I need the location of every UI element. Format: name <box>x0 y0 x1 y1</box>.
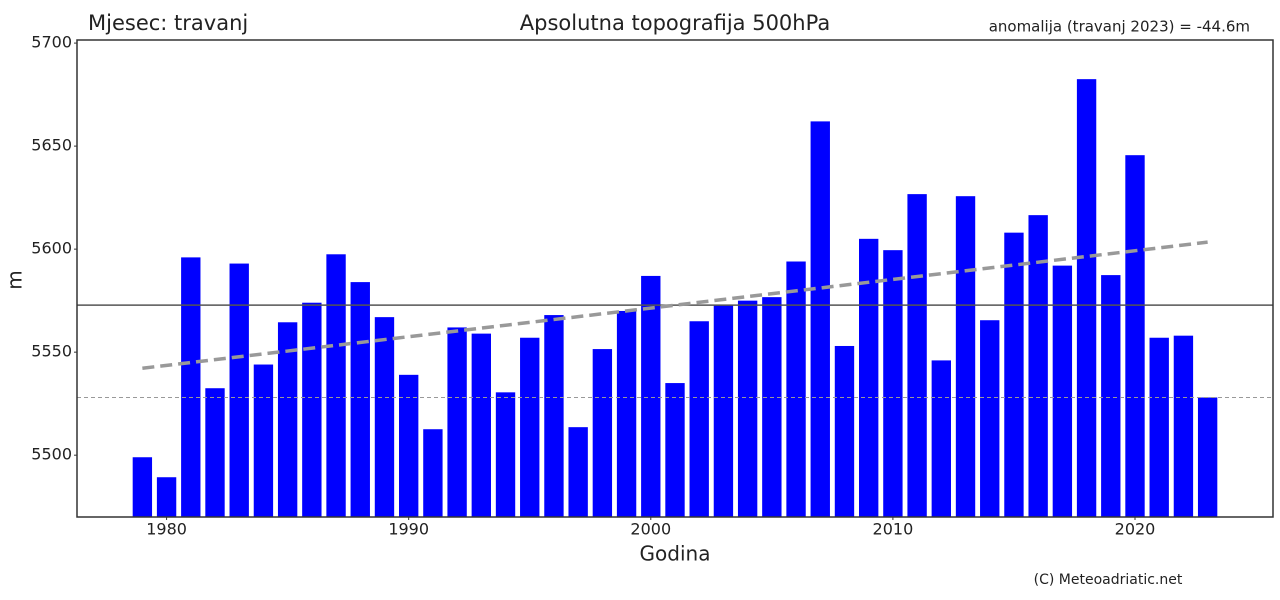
bar <box>834 345 855 517</box>
bar <box>568 427 588 517</box>
bar <box>471 333 491 517</box>
bar <box>1052 265 1073 517</box>
bar <box>1004 232 1024 518</box>
bar <box>277 322 298 517</box>
bar <box>302 302 322 517</box>
chart-title: Apsolutna topografija 500hPa <box>520 11 830 35</box>
plot-frame <box>76 39 1274 518</box>
x-tick-label: 1980 <box>146 520 187 539</box>
bar <box>495 392 516 517</box>
bar <box>931 360 951 517</box>
bar <box>156 477 177 517</box>
bar <box>326 254 346 517</box>
bar <box>205 388 225 517</box>
trend-line <box>142 240 1208 370</box>
bar <box>132 457 153 517</box>
bar <box>641 275 661 517</box>
bar <box>253 364 274 517</box>
y-tick-label: 5500 <box>31 445 72 464</box>
bar <box>883 250 903 518</box>
bar <box>1149 337 1169 517</box>
bar <box>786 261 806 517</box>
y-tick-label: 5650 <box>31 136 72 155</box>
bar <box>544 315 564 517</box>
x-tick-label: 2000 <box>630 520 671 539</box>
bar <box>181 257 201 517</box>
bar <box>1125 155 1145 518</box>
bar <box>1197 397 1218 517</box>
bar <box>1028 215 1048 518</box>
bar <box>665 383 685 517</box>
bar <box>980 320 1000 517</box>
x-tick-label: 1990 <box>388 520 429 539</box>
y-tick-label: 5600 <box>31 239 72 258</box>
bar <box>955 196 976 517</box>
bar <box>616 310 637 517</box>
bar <box>810 121 830 518</box>
bar <box>762 297 782 517</box>
bar <box>229 263 249 517</box>
bar <box>1101 275 1121 517</box>
y-tick-label: 5700 <box>31 33 72 52</box>
bar <box>907 194 927 517</box>
bar <box>592 349 613 517</box>
bar <box>399 374 419 517</box>
bar <box>374 317 395 517</box>
chart-subtitle: Mjesec: travanj <box>88 11 248 35</box>
y-axis-label: m <box>3 270 27 289</box>
annotation: anomalija (travanj 2023) = -44.6m <box>989 18 1250 36</box>
x-tick-label: 2020 <box>1115 520 1156 539</box>
bar <box>447 327 467 517</box>
bar <box>737 300 758 517</box>
x-tick-label: 2010 <box>873 520 914 539</box>
x-axis-label: Godina <box>640 542 711 566</box>
bar <box>1173 335 1194 517</box>
bar <box>713 304 734 517</box>
bar <box>1076 79 1097 518</box>
bar <box>689 321 709 517</box>
bar <box>350 282 370 517</box>
bar <box>520 337 540 517</box>
bar <box>859 238 879 517</box>
y-tick-label: 5550 <box>31 342 72 361</box>
credit: (C) Meteoadriatic.net <box>1034 572 1183 588</box>
bar <box>423 429 443 517</box>
